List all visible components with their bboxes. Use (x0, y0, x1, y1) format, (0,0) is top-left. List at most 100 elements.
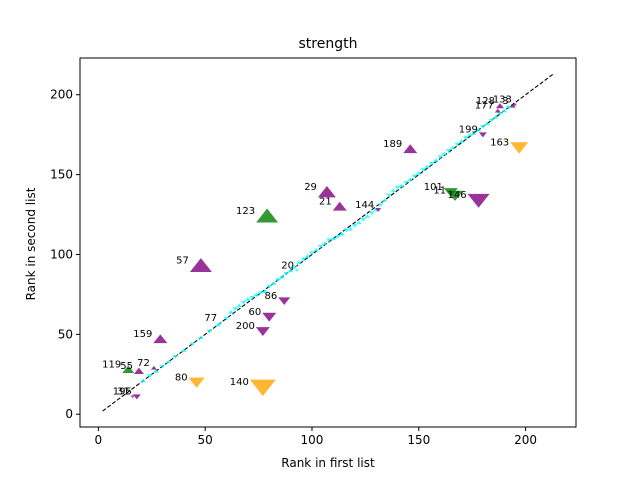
cyan-data-point (398, 183, 405, 188)
point-label-11: 11 (433, 185, 446, 196)
data-point-200 (255, 327, 270, 336)
point-label-57: 57 (176, 256, 189, 267)
cyan-data-point (228, 310, 234, 314)
cyan-data-point (253, 292, 260, 297)
cyan-data-point (364, 214, 371, 218)
cyan-data-point (377, 203, 384, 207)
cyan-data-point (475, 127, 482, 132)
cyan-data-point (454, 142, 461, 147)
y-tick-label: 0 (65, 407, 73, 421)
cyan-data-point (198, 335, 204, 340)
cyan-data-point (257, 291, 264, 295)
data-point-140 (249, 379, 276, 397)
point-label-101: 101 (424, 182, 443, 193)
cyan-data-point (270, 281, 277, 285)
cyan-data-point (304, 254, 311, 258)
cyan-data-point (484, 121, 490, 126)
cyan-data-point (437, 155, 443, 159)
y-tick-label: 200 (50, 88, 73, 102)
cyan-data-point (232, 307, 238, 311)
cyan-data-point (343, 228, 349, 233)
cyan-data-point (326, 238, 332, 243)
cyan-data-point (181, 348, 187, 352)
cyan-data-point (492, 115, 499, 119)
point-label-146: 146 (448, 190, 467, 201)
point-label-55: 55 (120, 361, 133, 372)
data-point-20 (295, 269, 300, 272)
cyan-data-point (321, 241, 328, 245)
data-point-21 (332, 201, 347, 211)
x-tick-label: 200 (514, 433, 537, 447)
cyan-data-point (450, 145, 456, 150)
point-label-195: 195 (113, 387, 132, 398)
cyan-data-point (488, 118, 495, 123)
cyan-data-point (368, 211, 375, 215)
cyan-data-point (394, 185, 401, 190)
point-label-200: 200 (236, 321, 255, 332)
x-tick-label: 150 (407, 433, 430, 447)
point-label-20: 20 (281, 260, 294, 271)
cyan-data-point (279, 274, 285, 279)
data-point-3 (509, 103, 516, 108)
data-point-133 (512, 102, 517, 106)
data-point-159 (153, 334, 168, 344)
cyan-data-point (360, 217, 367, 222)
cyan-data-point (356, 220, 362, 225)
point-label-177: 177 (475, 101, 494, 112)
data-point-72 (150, 365, 157, 370)
point-label-119: 119 (102, 359, 121, 370)
y-tick-label: 150 (50, 168, 73, 182)
x-tick-label: 0 (95, 433, 103, 447)
cyan-data-point (445, 149, 452, 153)
cyan-data-point (275, 278, 281, 282)
cyan-data-point (471, 131, 478, 136)
cyan-data-point (240, 300, 247, 305)
x-axis-label: Rank in first list (281, 456, 375, 470)
x-tick-label: 50 (198, 433, 213, 447)
cyan-data-point (292, 265, 298, 270)
cyan-data-point (245, 297, 251, 301)
data-point-144 (375, 208, 382, 212)
point-label-123: 123 (236, 206, 255, 217)
cyan-data-point (458, 139, 465, 143)
cyan-data-point (249, 296, 255, 300)
point-label-21: 21 (319, 197, 332, 208)
cyan-data-point (433, 158, 439, 162)
cyan-data-point (428, 161, 435, 166)
cyan-data-point (172, 355, 179, 359)
cyan-data-point (415, 171, 422, 175)
cyan-data-point (505, 105, 512, 110)
y-tick-label: 100 (50, 247, 73, 261)
cyan-data-point (462, 136, 469, 140)
cyan-data-point (420, 168, 426, 172)
data-point-195 (132, 394, 141, 400)
cyan-data-point (386, 193, 392, 198)
cyan-data-point (189, 342, 196, 346)
axes-frame (79, 57, 577, 428)
point-label-77: 77 (204, 313, 217, 324)
data-point-60 (262, 312, 277, 322)
cyan-data-point (283, 272, 290, 276)
point-label-159: 159 (133, 329, 152, 340)
point-label-29: 29 (304, 182, 317, 193)
cyan-data-point (309, 251, 315, 255)
point-label-133: 133 (493, 94, 512, 105)
cyan-data-point (313, 247, 320, 252)
point-label-72: 72 (137, 358, 150, 369)
data-point-57 (189, 258, 212, 272)
point-label-144: 144 (355, 200, 374, 211)
cyan-data-point (403, 180, 409, 185)
data-point-86 (278, 297, 291, 305)
cyan-data-point (206, 329, 213, 334)
axes-layer: 0 50 100 150 200 0 50 100 150 200 (50, 57, 577, 447)
point-label-60: 60 (249, 307, 262, 318)
data-point-163 (510, 142, 529, 154)
data-point-11 (447, 190, 464, 201)
cyan-data-point (146, 374, 153, 378)
data-point-123 (256, 208, 279, 223)
point-label-140: 140 (230, 377, 249, 388)
cyan-data-point (159, 364, 166, 369)
cyan-data-point (262, 289, 268, 293)
cyan-data-point (334, 235, 341, 239)
cyan-data-point (351, 224, 358, 228)
